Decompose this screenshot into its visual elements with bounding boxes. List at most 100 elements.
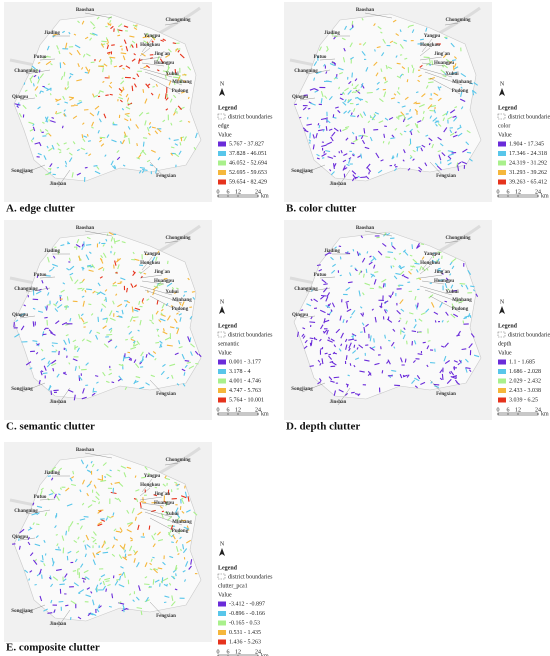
road-segment xyxy=(357,393,361,397)
road-segment xyxy=(399,73,403,78)
road-segment xyxy=(325,48,329,52)
road-segment xyxy=(86,339,92,343)
road-segment xyxy=(186,539,192,544)
road-segment xyxy=(325,296,329,302)
road-segment xyxy=(55,110,58,115)
road-segment xyxy=(391,291,394,296)
road-segment xyxy=(312,144,315,150)
road-segment xyxy=(420,381,426,386)
road-segment xyxy=(44,512,48,517)
road-segment xyxy=(135,124,139,129)
road-segment xyxy=(395,272,401,275)
road-segment xyxy=(381,52,385,57)
road-segment xyxy=(398,252,402,255)
road-segment xyxy=(96,291,102,296)
road-segment xyxy=(144,599,150,603)
district-label: Changning xyxy=(294,287,318,292)
map-panel: BaoshanChongmingJiadingYangpuHongkouPutu… xyxy=(4,2,273,215)
road-segment xyxy=(143,40,149,45)
road-segment xyxy=(140,501,147,504)
road-segment xyxy=(97,511,101,514)
class-label: 17.346 - 24.318 xyxy=(509,151,547,157)
road-segment xyxy=(358,270,362,276)
road-segment xyxy=(96,608,100,613)
road-segment xyxy=(96,553,100,556)
class-label: 1.436 - 5.263 xyxy=(229,639,261,645)
road-segment xyxy=(142,36,148,39)
road-segment xyxy=(101,303,107,308)
road-segment xyxy=(145,32,149,36)
road-segment xyxy=(457,165,460,171)
road-segment xyxy=(412,149,416,153)
road-segment xyxy=(69,97,74,101)
road-segment xyxy=(415,304,418,310)
road-segment xyxy=(152,568,158,574)
road-segment xyxy=(142,141,145,147)
road-segment xyxy=(175,48,179,52)
road-segment xyxy=(179,142,182,146)
road-segment xyxy=(133,309,139,312)
road-segment xyxy=(138,111,144,117)
road-segment xyxy=(81,577,87,580)
road-segment xyxy=(431,143,434,149)
road-segment xyxy=(452,65,455,71)
road-segment xyxy=(183,136,187,142)
road-segment xyxy=(430,301,435,308)
road-segment xyxy=(320,117,327,121)
road-segment xyxy=(174,352,179,356)
road-segment xyxy=(65,487,70,492)
road-segment xyxy=(421,144,426,148)
scale-label: 24 xyxy=(255,407,261,413)
road-segment xyxy=(420,312,426,316)
road-segment xyxy=(359,370,365,373)
leader-line xyxy=(19,315,36,319)
district-label: Chongming xyxy=(165,458,191,463)
road-segment xyxy=(40,487,44,491)
road-segment xyxy=(333,127,339,132)
road-segment xyxy=(87,504,93,508)
road-segment xyxy=(167,48,172,53)
road-segment xyxy=(85,534,89,541)
road-segment xyxy=(340,343,343,347)
road-segment xyxy=(451,71,458,75)
road-segment xyxy=(365,268,368,273)
road-segment xyxy=(354,267,357,270)
road-segment xyxy=(398,264,402,268)
road-segment xyxy=(54,308,59,312)
road-segment xyxy=(332,163,335,169)
road-segment xyxy=(170,601,176,607)
district-label: Yangpu xyxy=(144,34,161,39)
road-segment xyxy=(44,128,49,132)
road-segment xyxy=(106,38,109,44)
leader-line xyxy=(149,517,181,535)
road-segment xyxy=(114,239,120,243)
road-segment xyxy=(108,52,111,56)
leader-line xyxy=(421,38,433,53)
road-segment xyxy=(86,264,92,267)
leader-line xyxy=(141,256,153,271)
road-segment xyxy=(171,541,174,544)
road-segment xyxy=(52,33,58,36)
scale-label: 12 xyxy=(515,189,521,195)
road-segment xyxy=(416,245,421,249)
road-segment xyxy=(317,359,321,363)
road-segment xyxy=(32,340,38,342)
road-segment xyxy=(92,387,95,393)
scale-label: 6 xyxy=(227,189,230,195)
road-segment xyxy=(159,344,163,348)
road-segment xyxy=(404,358,407,363)
road-segment xyxy=(465,284,469,290)
road-segment xyxy=(156,299,159,305)
road-segment xyxy=(333,155,336,158)
road-segment xyxy=(49,93,52,96)
road-segment xyxy=(461,348,467,351)
road-segment xyxy=(148,472,151,476)
north-arrow xyxy=(219,548,225,556)
leader-line xyxy=(419,67,453,78)
district-label: Songjiang xyxy=(291,169,313,174)
road-segment xyxy=(63,71,66,77)
road-segment xyxy=(437,97,442,102)
road-segment xyxy=(354,84,359,89)
road-segment xyxy=(109,93,113,96)
road-segment xyxy=(415,91,419,94)
